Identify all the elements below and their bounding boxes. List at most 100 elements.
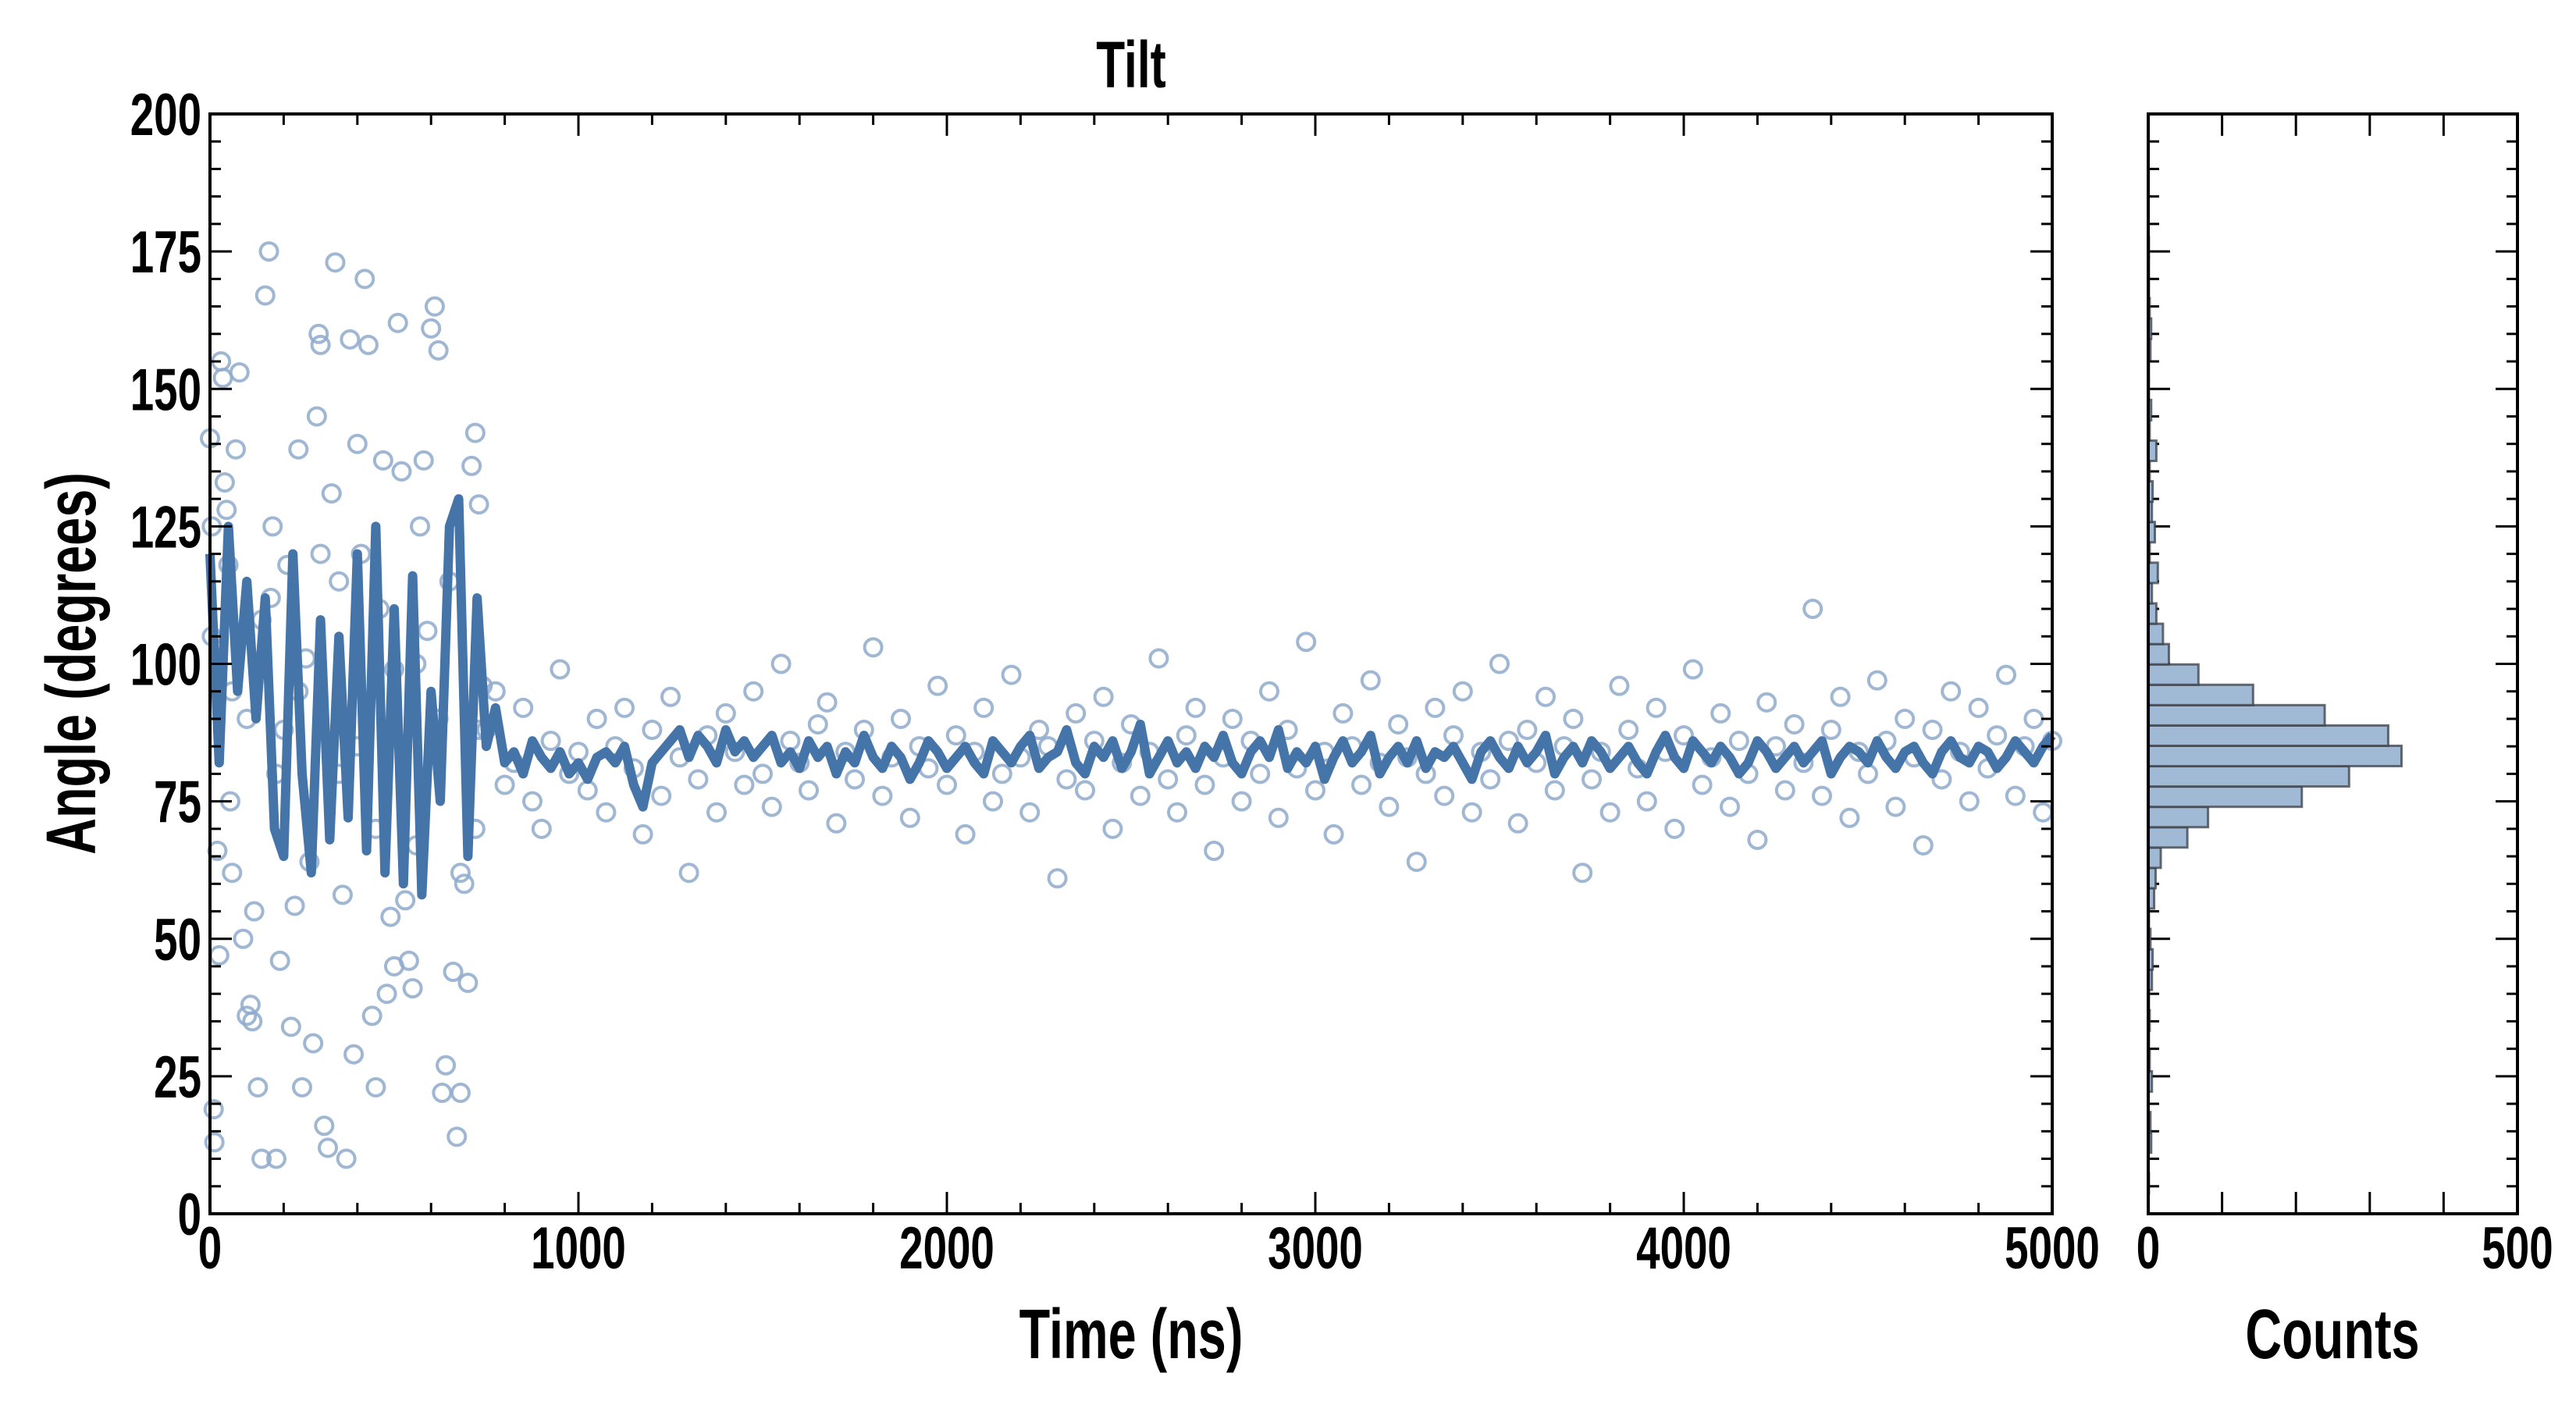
scatter-point <box>229 362 250 383</box>
scatter-point <box>1379 796 1400 817</box>
scatter-point <box>1544 780 1565 801</box>
scatter-point <box>269 950 290 971</box>
scatter-point <box>1296 631 1317 653</box>
scatter-point <box>358 334 379 355</box>
scatter-point <box>436 1055 457 1076</box>
scatter-point <box>1231 791 1252 812</box>
scatter-point <box>1866 670 1888 691</box>
scatter-point <box>1250 763 1271 784</box>
scatter-point <box>1747 829 1768 850</box>
scatter-point <box>244 901 265 922</box>
scatter-point <box>743 681 764 702</box>
scatter-point <box>540 731 561 752</box>
scatter-point <box>443 962 464 983</box>
scatter-point <box>318 1137 339 1158</box>
scatter-point <box>237 1005 258 1026</box>
scatter-point <box>1941 681 1962 702</box>
scatter-point <box>1692 774 1713 795</box>
scatter-point <box>1830 686 1851 707</box>
scatter-point <box>325 252 346 273</box>
scatter-point <box>494 774 515 795</box>
scatter-point <box>937 774 957 795</box>
scatter-point <box>596 802 617 823</box>
x-tick-label: 2000 <box>899 1215 994 1282</box>
scatter-point <box>292 1076 312 1097</box>
scatter-point <box>1351 774 1372 795</box>
main-plot: 0 1000 2000 3000 4000 5000 0 25 50 75 100 125 150 175… <box>130 82 2100 1282</box>
scatter-point <box>1517 720 1538 741</box>
scatter-point <box>1572 863 1593 884</box>
y-tick-label: 100 <box>130 632 201 699</box>
y-tick-label: 75 <box>154 770 201 836</box>
scatter-point <box>447 1126 468 1147</box>
scatter-point <box>1674 725 1694 746</box>
histogram-bar <box>2147 724 2389 747</box>
scatter-point <box>899 807 920 828</box>
x-tick-label: 1000 <box>531 1215 626 1282</box>
histogram-bar <box>2147 785 2304 809</box>
scatter-point <box>464 422 486 443</box>
scatter-point <box>1029 720 1049 741</box>
scatter-point <box>347 433 368 454</box>
scatter-point <box>1406 852 1427 873</box>
scatter-point <box>214 472 235 493</box>
scatter-point <box>1093 686 1114 707</box>
scatter-point <box>450 1083 471 1104</box>
scatter-point <box>1194 774 1215 795</box>
scatter-point <box>1912 834 1934 855</box>
scatter-point <box>1434 785 1455 806</box>
scatter-point <box>280 1016 301 1037</box>
scatter-point <box>1885 796 1906 817</box>
scatter-point <box>402 978 423 999</box>
scatter-point <box>2023 708 2044 729</box>
hist-axes-frame <box>2147 112 2519 1215</box>
scatter-point <box>863 637 884 658</box>
scatter-point <box>568 742 589 763</box>
scatter-point <box>372 450 393 471</box>
scatter-point <box>945 725 966 746</box>
scatter-point <box>1204 841 1225 862</box>
scatter-point <box>1001 664 1022 685</box>
y-tick-label: 125 <box>130 495 201 561</box>
scatter-point <box>1176 725 1197 746</box>
scatter-point <box>845 769 865 790</box>
x-tick-label: 0 <box>198 1215 222 1282</box>
scatter-point <box>927 675 948 696</box>
scatter-point <box>1332 702 1354 724</box>
scatter-point <box>807 713 828 735</box>
scatter-point <box>973 697 994 718</box>
scatter-point <box>384 955 404 976</box>
scatter-point <box>212 368 233 389</box>
scatter-point <box>343 1044 365 1065</box>
scatter-point <box>1305 780 1325 801</box>
scatter-point <box>1268 807 1289 828</box>
scatter-point <box>2005 785 2026 806</box>
scatter-point <box>522 791 543 812</box>
y-axis-label: Angle (degrees) <box>32 472 111 855</box>
scatter-point <box>1056 769 1077 790</box>
scatter-point <box>614 697 635 718</box>
scatter-point <box>1728 731 1749 752</box>
scatter-point <box>632 823 653 845</box>
scatter-point <box>1507 813 1528 834</box>
scatter-point <box>1812 785 1832 806</box>
scatter-point <box>1498 731 1519 752</box>
scatter-point <box>734 774 755 795</box>
scatter-point <box>340 329 361 350</box>
scatter-point <box>1720 796 1740 817</box>
scatter-point <box>1802 599 1823 620</box>
scatter-point <box>380 906 401 927</box>
scatter-point <box>265 1148 286 1169</box>
scatter-point <box>1839 807 1860 828</box>
scatter-point <box>1075 780 1095 801</box>
scatter-point <box>432 1083 453 1104</box>
scatter-point <box>1563 708 1584 729</box>
scatter-point <box>1019 802 1041 823</box>
scatter-point <box>706 802 727 823</box>
scatter-point <box>1360 670 1381 691</box>
histogram-bar <box>2147 642 2170 666</box>
scatter-point <box>1959 791 1980 812</box>
y-tick-label: 200 <box>130 82 201 148</box>
scatter-point <box>1535 686 1556 707</box>
